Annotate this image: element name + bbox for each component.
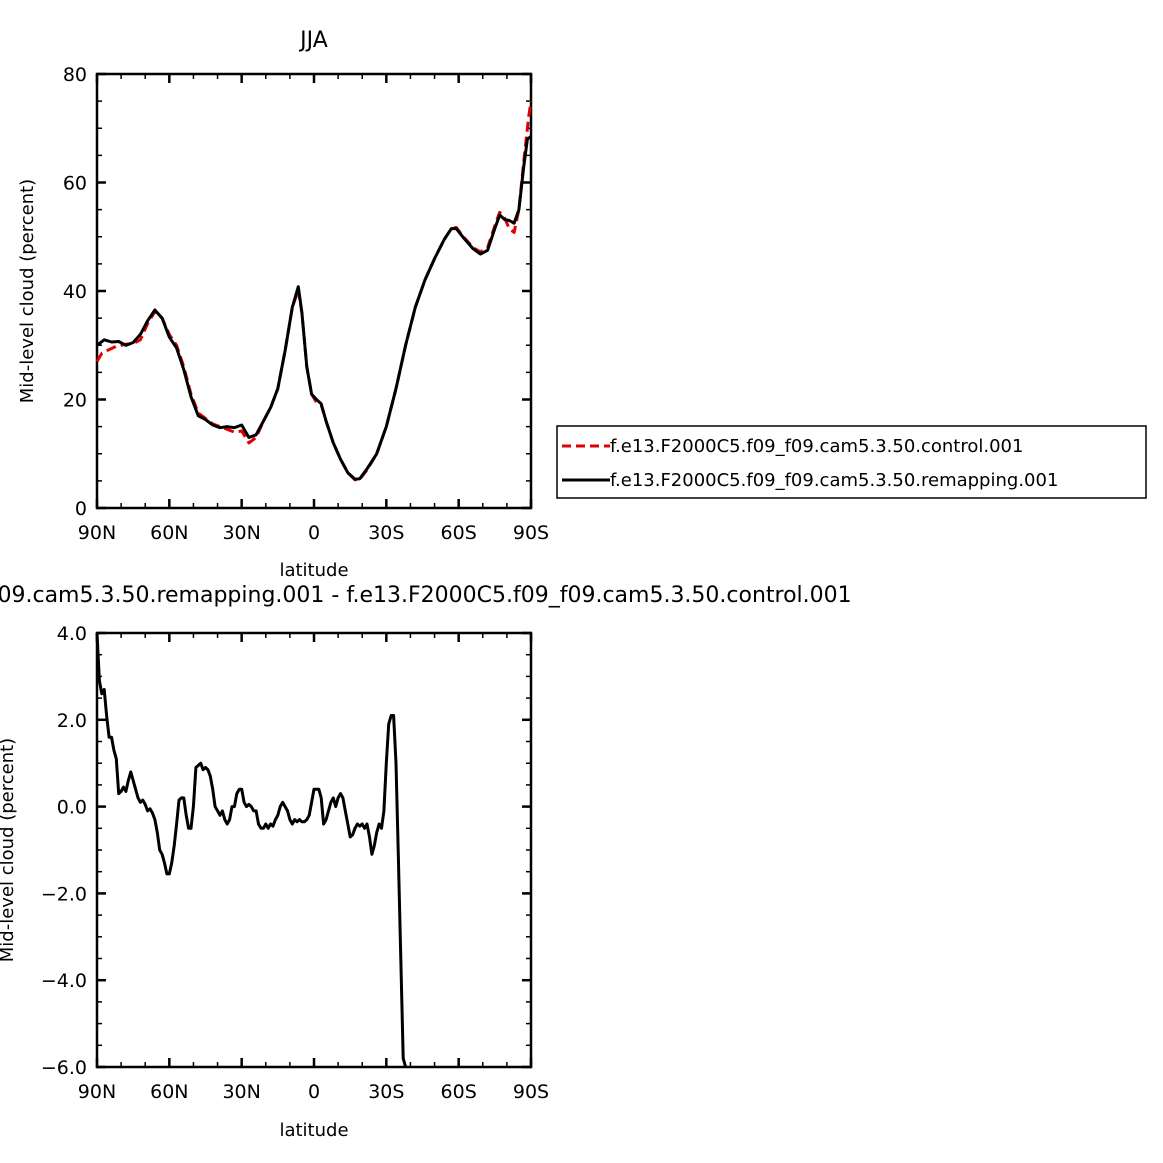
top-y-tick-label: 60 [63, 173, 87, 195]
top-x-tick-label: 90N [78, 522, 116, 544]
bottom-panel-ticks [95, 631, 533, 1069]
bottom-panel-frame [95, 631, 533, 1069]
top-panel-gridless-axes: 90N 60N 30N 0 30S 60S 90S 0 20 40 60 80 [63, 64, 549, 544]
top-series-line-0 [95, 100, 533, 482]
top-x-tick-label: 60N [150, 522, 188, 544]
top-x-tick-label: 30N [222, 522, 260, 544]
top-panel-y-tick-labels: 0 20 40 60 80 [63, 64, 87, 520]
top-y-tick-label: 40 [63, 281, 87, 303]
bottom-y-tick-label: −6.0 [41, 1057, 87, 1079]
bottom-x-tick-label: 60S [441, 1081, 477, 1103]
bottom-x-tick-label: 60N [150, 1081, 188, 1103]
top-panel-x-axis-label: latitude [279, 560, 348, 581]
bottom-series-line-0 [95, 632, 408, 1068]
top-panel-title: JJA [298, 28, 328, 53]
bottom-y-tick-label: −2.0 [41, 883, 87, 905]
top-panel-x-tick-labels: 90N 60N 30N 0 30S 60S 90S [78, 522, 549, 544]
bottom-panel-title: f.e13.F2000C5.f09_f09.cam5.3.50.remappin… [0, 583, 852, 608]
legend-label-remapping: f.e13.F2000C5.f09_f09.cam5.3.50.remappin… [610, 470, 1058, 491]
bottom-panel-y-axis-label: Mid-level cloud (percent) [0, 738, 18, 962]
bottom-panel-x-tick-labels: 90N 60N 30N 0 30S 60S 90S [78, 1081, 549, 1103]
legend-box [556, 425, 1147, 499]
bottom-panel: f.e13.F2000C5.f09_f09.cam5.3.50.remappin… [0, 583, 852, 1141]
bottom-panel-x-axis-label: latitude [279, 1120, 348, 1141]
top-x-tick-label: 60S [441, 522, 477, 544]
top-panel-ticks [95, 72, 533, 510]
bottom-y-tick-label: −4.0 [41, 970, 87, 992]
top-x-tick-label: 0 [308, 522, 320, 544]
top-y-tick-label: 80 [63, 64, 87, 86]
bottom-x-tick-label: 0 [308, 1081, 320, 1103]
bottom-x-tick-label: 90S [513, 1081, 549, 1103]
bottom-x-tick-label: 30S [368, 1081, 404, 1103]
top-y-tick-label: 0 [75, 498, 87, 520]
top-x-tick-label: 90S [513, 522, 549, 544]
bottom-y-tick-label: 0.0 [57, 797, 87, 819]
legend-label-control: f.e13.F2000C5.f09_f09.cam5.3.50.control.… [610, 436, 1023, 457]
bottom-panel-series [95, 632, 408, 1068]
top-panel-frame [95, 72, 533, 510]
top-x-tick-label: 30S [368, 522, 404, 544]
top-series-line-1 [96, 135, 532, 481]
top-panel-series [95, 100, 533, 482]
top-panel-y-axis-label: Mid-level cloud (percent) [17, 179, 38, 403]
bottom-y-tick-label: 4.0 [57, 623, 87, 645]
bottom-y-tick-label: 2.0 [57, 710, 87, 732]
bottom-x-tick-label: 30N [222, 1081, 260, 1103]
bottom-panel-y-tick-labels: −6.0 −4.0 −2.0 0.0 2.0 4.0 [41, 623, 87, 1079]
top-panel: JJA 90N 60N 30N 0 30S 60S 90S 0 20 40 60 80 latitu… [17, 28, 549, 581]
legend: f.e13.F2000C5.f09_f09.cam5.3.50.control.… [556, 425, 1147, 499]
bottom-x-tick-label: 90N [78, 1081, 116, 1103]
top-y-tick-label: 20 [63, 390, 87, 412]
